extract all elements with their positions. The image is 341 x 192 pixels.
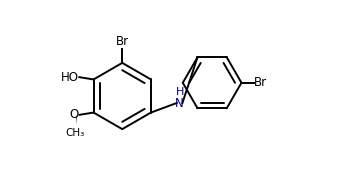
Text: H: H: [175, 87, 184, 97]
Text: O: O: [70, 108, 79, 121]
Text: N: N: [175, 97, 184, 109]
Text: CH₃: CH₃: [65, 128, 85, 138]
Text: Br: Br: [254, 76, 267, 89]
Text: HO: HO: [60, 71, 78, 84]
Text: Br: Br: [116, 35, 129, 48]
